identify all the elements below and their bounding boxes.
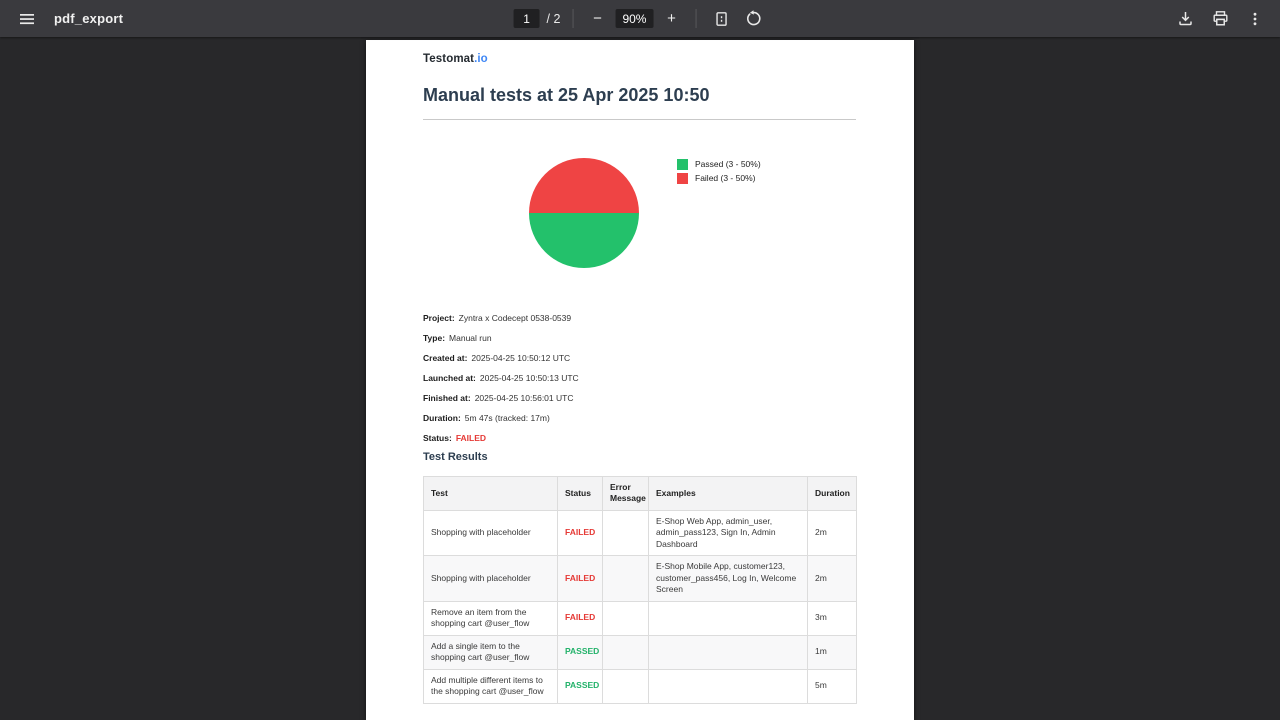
- results-pie-chart: [529, 158, 639, 268]
- menu-icon[interactable]: [14, 6, 40, 32]
- detail-line: Type: Manual run: [423, 328, 856, 348]
- zoom-out-button[interactable]: −: [593, 10, 602, 27]
- error-cell: [602, 600, 649, 636]
- test-cell: Add a single item to the shopping cart @…: [423, 634, 558, 670]
- report-title: Manual tests at 25 Apr 2025 10:50: [423, 85, 710, 105]
- examples-cell: [648, 634, 808, 670]
- pdf-viewer-toolbar: pdf_export / 2 − +: [0, 0, 1280, 37]
- legend-item: Failed (3 - 50%): [677, 171, 761, 185]
- zoom-in-button[interactable]: +: [667, 10, 676, 27]
- column-header: Status: [557, 476, 603, 511]
- table-row: Remove an item from the shopping cart @u…: [423, 600, 857, 636]
- column-header: Error Message: [602, 476, 649, 511]
- pdf-viewport[interactable]: Testomat.io Manual tests at 25 Apr 2025 …: [0, 37, 1280, 720]
- test-cell: Remove an item from the shopping cart @u…: [423, 600, 558, 636]
- column-header: Test: [423, 476, 558, 511]
- zoom-level-input[interactable]: [615, 9, 654, 28]
- detail-line: Launched at: 2025-04-25 10:50:13 UTC: [423, 368, 856, 388]
- more-options-icon[interactable]: [1242, 6, 1268, 32]
- error-cell: [602, 668, 649, 704]
- detail-label: Type:: [423, 333, 446, 343]
- examples-cell: E-Shop Web App, admin_user, admin_pass12…: [648, 509, 808, 557]
- logo-text-accent: .io: [474, 53, 488, 65]
- table-row: Shopping with placeholder FAILED E-Shop Mo…: [423, 555, 857, 602]
- test-cell: Add multiple different items to the shop…: [423, 668, 558, 704]
- print-icon[interactable]: [1207, 6, 1233, 32]
- examples-cell: [648, 600, 808, 636]
- test-results-table: Test Status Error Message Examples Duration …: [423, 476, 857, 704]
- page-number-input[interactable]: [513, 9, 540, 28]
- detail-value: 2025-04-25 10:56:01 UTC: [474, 393, 574, 403]
- duration-cell: 1m: [807, 634, 857, 670]
- legend-swatch: [677, 158, 688, 170]
- detail-label: Duration:: [423, 413, 461, 423]
- column-header: Examples: [648, 476, 808, 511]
- status-cell: PASSED: [557, 634, 603, 670]
- test-cell: Shopping with placeholder: [423, 509, 558, 557]
- pdf-page: Testomat.io Manual tests at 25 Apr 2025 …: [366, 40, 914, 720]
- detail-value: 5m 47s (tracked: 17m): [464, 413, 550, 423]
- pie-chart-legend: Passed (3 - 50%) Failed (3 - 50%): [677, 157, 761, 185]
- download-icon[interactable]: [1172, 6, 1198, 32]
- legend-swatch: [677, 172, 688, 184]
- section-title: Test Results: [423, 451, 488, 463]
- legend-label: Passed (3 - 50%): [695, 159, 761, 169]
- detail-value: 2025-04-25 10:50:12 UTC: [471, 353, 571, 363]
- detail-value: Zyntra x Codecept 0538-0539: [458, 313, 572, 323]
- detail-line: Project: Zyntra x Codecept 0538-0539: [423, 308, 856, 328]
- legend-label: Failed (3 - 50%): [695, 173, 756, 183]
- status-cell: FAILED: [557, 555, 603, 602]
- detail-value: 2025-04-25 10:50:13 UTC: [479, 373, 579, 383]
- error-cell: [602, 555, 649, 602]
- table-header-row: Test Status Error Message Examples Duration: [423, 476, 857, 511]
- toolbar-divider: [695, 9, 697, 28]
- detail-line: Created at: 2025-04-25 10:50:12 UTC: [423, 348, 856, 368]
- rotate-counterclockwise-icon[interactable]: [740, 6, 766, 32]
- duration-cell: 3m: [807, 600, 857, 636]
- document-title: pdf_export: [54, 11, 124, 26]
- detail-label: Project:: [423, 313, 455, 323]
- detail-line: Status: FAILED: [423, 428, 856, 448]
- test-cell: Shopping with placeholder: [423, 555, 558, 602]
- status-cell: PASSED: [557, 668, 603, 704]
- duration-cell: 2m: [807, 509, 857, 557]
- detail-label: Created at:: [423, 353, 468, 363]
- table-row: Add multiple different items to the shop…: [423, 668, 857, 704]
- column-header: Duration: [807, 476, 857, 511]
- fit-to-page-icon[interactable]: [708, 6, 734, 32]
- detail-label: Finished at:: [423, 393, 471, 403]
- table-row: Shopping with placeholder FAILED E-Shop We…: [423, 509, 857, 557]
- table-row: Add a single item to the shopping cart @…: [423, 634, 857, 670]
- duration-cell: 5m: [807, 668, 857, 704]
- detail-value: Manual run: [449, 333, 492, 343]
- detail-label: Launched at:: [423, 373, 476, 383]
- logo-text-primary: Testomat: [423, 53, 475, 65]
- examples-cell: E-Shop Mobile App, customer123, customer…: [648, 555, 808, 602]
- run-details: Project: Zyntra x Codecept 0538-0539 Type:…: [423, 308, 856, 448]
- status-cell: FAILED: [557, 600, 603, 636]
- testomat-logo: Testomat.io: [423, 53, 488, 65]
- legend-item: Passed (3 - 50%): [677, 157, 761, 171]
- error-cell: [602, 509, 649, 557]
- status-cell: FAILED: [557, 509, 603, 557]
- detail-line: Duration: 5m 47s (tracked: 17m): [423, 408, 856, 428]
- examples-cell: [648, 668, 808, 704]
- error-cell: [602, 634, 649, 670]
- detail-value: FAILED: [455, 433, 487, 443]
- page-count-label: / 2: [546, 11, 561, 26]
- detail-label: Status:: [423, 433, 452, 443]
- toolbar-divider: [572, 9, 574, 28]
- heading-divider: [423, 119, 856, 120]
- detail-line: Finished at: 2025-04-25 10:56:01 UTC: [423, 388, 856, 408]
- duration-cell: 2m: [807, 555, 857, 602]
